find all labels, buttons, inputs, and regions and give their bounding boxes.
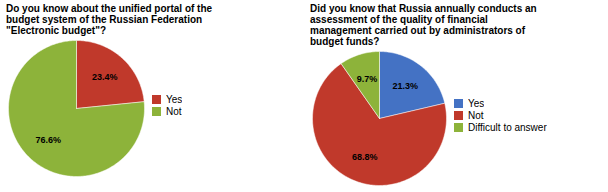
svg-text:68.8%: 68.8% (352, 152, 378, 162)
html-text:Do you know about the unified: Do you know about the unified portal of … (6, 3, 213, 36)
html-text:Not: Not (468, 109, 484, 121)
html-text:Not: Not (166, 105, 182, 117)
svg-text:9.7%: 9.7% (357, 74, 378, 84)
html-text:Yes: Yes (468, 97, 485, 109)
html-text:Yes: Yes (166, 93, 183, 105)
html-text:Did you know that Russia annua: Did you know that Russia annually conduc… (310, 3, 537, 47)
svg-text:23.4%: 23.4% (92, 72, 118, 82)
html-text:Difficult to answer: Difficult to answer (468, 121, 547, 133)
svg-text:21.3%: 21.3% (393, 81, 419, 91)
svg-text:76.6%: 76.6% (35, 135, 61, 145)
